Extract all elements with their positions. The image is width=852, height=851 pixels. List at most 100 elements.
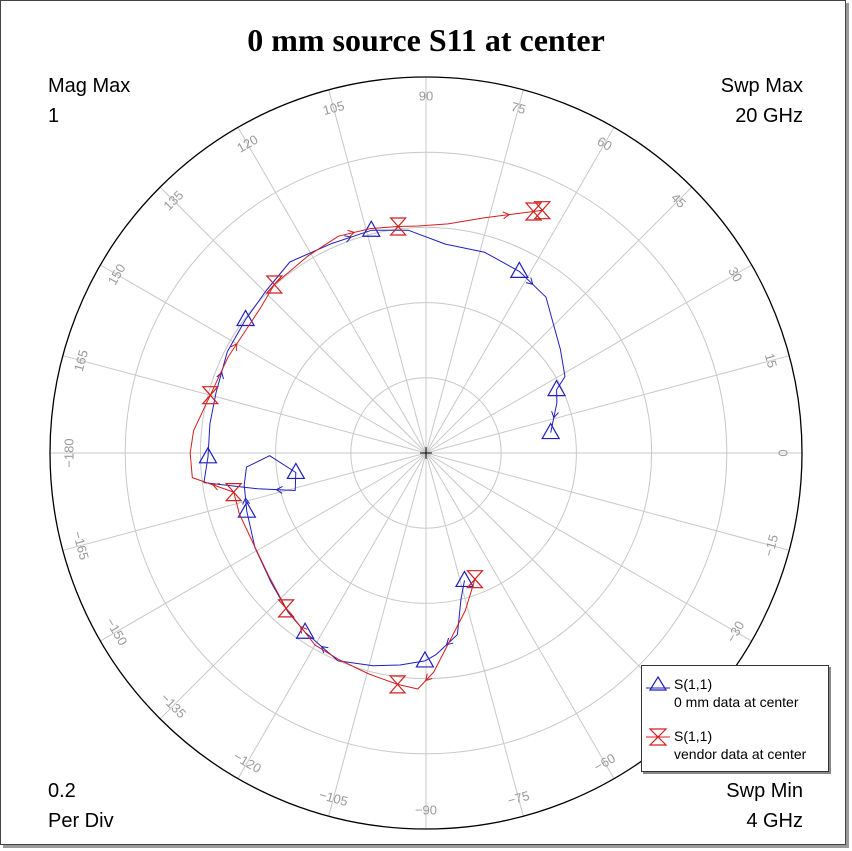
triangle-marker — [547, 379, 567, 397]
direction-arrow — [502, 211, 511, 220]
hourglass-marker — [466, 570, 484, 581]
direction-arrow — [344, 235, 352, 243]
series-line — [203, 229, 566, 667]
triangle-marker — [286, 462, 306, 480]
hourglass-marker — [224, 491, 243, 502]
direction-arrow — [347, 229, 356, 238]
angle-label: −105 — [317, 787, 349, 809]
mag-max-label: Mag Max — [48, 75, 131, 97]
angle-label: 0 — [776, 449, 791, 456]
radial-gridline — [425, 452, 524, 817]
angle-label: 60 — [595, 134, 615, 154]
hourglass-marker — [201, 386, 220, 397]
angle-label: −165 — [70, 529, 92, 561]
radial-gridline — [425, 452, 790, 551]
angle-label: −90 — [415, 803, 437, 818]
hourglass-marker — [388, 683, 407, 694]
direction-arrow — [551, 410, 559, 419]
swp-max-value: 20 GHz — [735, 105, 803, 127]
hourglass-marker — [265, 283, 284, 294]
radial-gridline — [237, 452, 427, 779]
direction-arrow — [230, 342, 238, 351]
hourglass-marker — [389, 225, 408, 236]
per-div-block: 0.2 Per Div — [48, 776, 114, 836]
angle-label: 165 — [71, 348, 91, 373]
hourglass-marker — [201, 394, 220, 405]
triangle-marker — [509, 261, 529, 279]
hourglass-marker — [224, 483, 243, 494]
mag-max-value: 1 — [48, 105, 60, 127]
direction-arrow — [445, 637, 454, 646]
direction-arrow — [525, 277, 534, 285]
angle-label: 15 — [762, 352, 780, 370]
triangle-marker — [415, 650, 435, 668]
angle-label: −60 — [591, 750, 618, 774]
angle-label: −150 — [103, 615, 131, 648]
legend-entry-1: S(1,1) vendor data at center — [646, 722, 826, 766]
radial-gridline — [425, 264, 752, 454]
radial-gridline — [328, 452, 427, 817]
hourglass-marker — [533, 209, 552, 220]
legend-sublabel-0: 0 mm data at center — [674, 694, 799, 710]
direction-arrow — [320, 645, 329, 654]
angle-label: −180 — [61, 438, 76, 467]
radial-gridline — [425, 186, 693, 454]
radial-gridline — [425, 89, 524, 454]
swp-max-block: Swp Max 20 GHz — [721, 71, 803, 131]
hourglass-marker — [388, 675, 407, 686]
direction-arrow — [425, 673, 433, 682]
hourglass-marker — [466, 578, 484, 589]
series-layer — [189, 201, 567, 694]
per-div-value: 0.2 — [48, 780, 76, 802]
polar-grid — [49, 76, 803, 830]
radial-gridline — [159, 186, 427, 454]
direction-arrow — [275, 486, 283, 494]
angle-label: 150 — [105, 261, 129, 287]
hourglass-marker — [277, 599, 295, 610]
swp-min-block: Swp Min 4 GHz — [726, 776, 803, 836]
radial-gridline — [100, 264, 427, 454]
direction-arrow — [299, 625, 308, 634]
angle-label: −75 — [506, 788, 531, 808]
radial-gridline — [425, 452, 752, 642]
hourglass-marker — [524, 202, 543, 213]
triangle-marker — [237, 500, 257, 518]
direction-arrow — [242, 497, 250, 505]
direction-arrow — [212, 483, 220, 491]
radial-gridline — [237, 127, 427, 454]
angle-label: −30 — [723, 618, 747, 645]
legend-label-1: S(1,1) — [674, 728, 713, 744]
magnitude-circle — [275, 302, 577, 604]
angle-label: 75 — [510, 99, 528, 117]
angle-label: 90 — [419, 88, 433, 103]
swp-min-label: Swp Min — [726, 780, 803, 802]
hourglass-marker — [277, 607, 295, 618]
angle-label: 105 — [321, 98, 346, 118]
legend-sublabel-1: vendor data at center — [674, 746, 807, 762]
angle-label: 120 — [234, 132, 260, 156]
radial-gridline — [328, 89, 427, 454]
legend-triangle-marker-icon — [646, 675, 670, 691]
triangle-marker — [541, 422, 561, 440]
swp-max-label: Swp Max — [720, 75, 803, 97]
angle-label: 30 — [725, 264, 745, 284]
angle-label: −120 — [231, 749, 264, 777]
triangle-marker — [361, 220, 381, 237]
outer-circle — [49, 76, 803, 830]
series-1 — [189, 201, 552, 694]
hourglass-marker — [533, 201, 552, 212]
hourglass-marker — [389, 217, 408, 228]
legend-label-0: S(1,1) — [674, 676, 713, 692]
hourglass-marker — [265, 275, 284, 286]
chart-title: 0 mm source S11 at center — [247, 22, 605, 58]
radial-gridline — [425, 127, 615, 454]
magnitude-circle — [124, 151, 728, 755]
triangle-marker — [454, 570, 475, 588]
per-div-label: Per Div — [48, 810, 114, 832]
angle-label: −15 — [761, 533, 781, 558]
triangle-marker — [236, 309, 256, 327]
legend: S(1,1) 0 mm data at center S(1,1) vendor… — [641, 665, 829, 772]
triangle-marker — [198, 446, 218, 464]
direction-arrow — [216, 371, 224, 380]
